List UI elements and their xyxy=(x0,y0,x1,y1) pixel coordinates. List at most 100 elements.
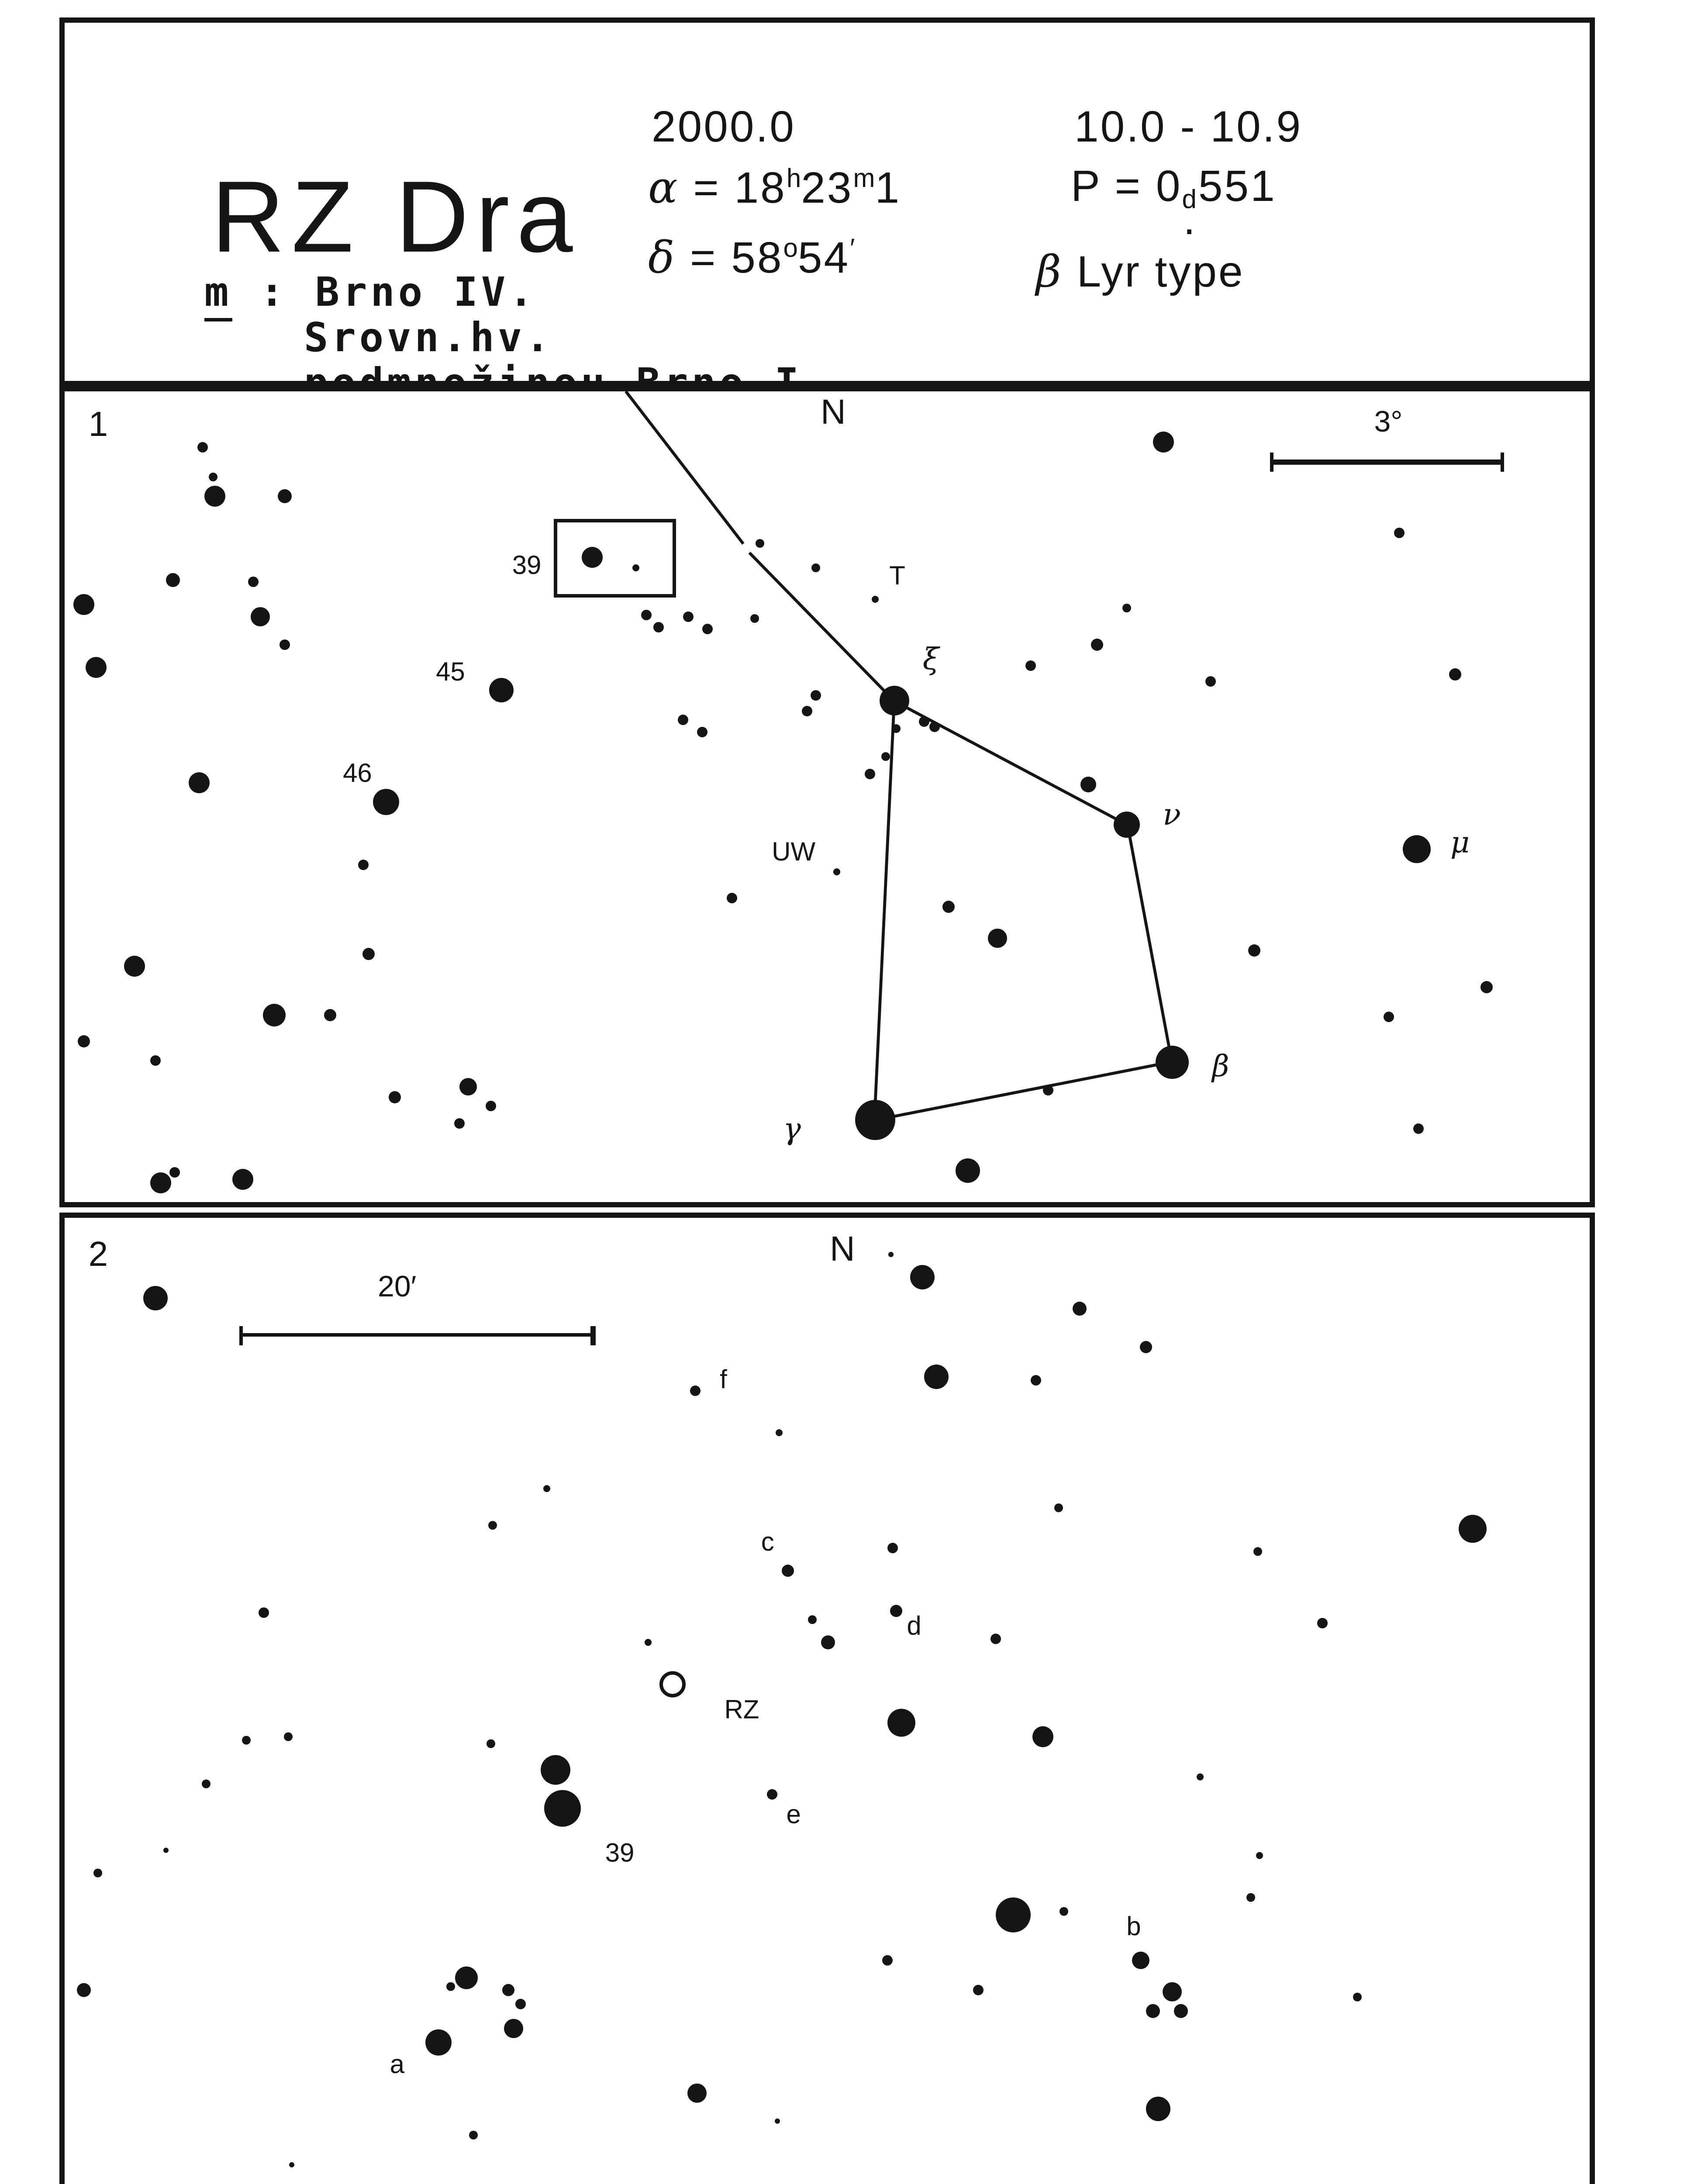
star xyxy=(888,1251,894,1257)
star xyxy=(204,485,225,507)
star xyxy=(503,2019,523,2039)
chart-label-μ: μ xyxy=(1450,827,1470,862)
star xyxy=(919,717,930,728)
chart-label-b: b xyxy=(1126,1911,1141,1942)
star xyxy=(1253,1547,1262,1556)
m-rest: : Brno IV. xyxy=(232,271,537,316)
star-39-component-b xyxy=(545,1790,582,1827)
wide-field-chart: 1 N 39 T 45 46 UW ξ ν μ β γ 3° xyxy=(59,386,1595,1207)
star xyxy=(1025,660,1035,671)
epoch: 2000.0 xyxy=(652,103,796,152)
star xyxy=(487,1739,496,1748)
comparison-b xyxy=(1132,1951,1150,1969)
period-d-over-dot: d. xyxy=(1182,185,1198,244)
star xyxy=(632,563,638,571)
ra-eq: = 18 xyxy=(679,164,787,213)
period-prefix: P = 0 xyxy=(1071,162,1182,211)
star xyxy=(166,573,180,587)
comparison-line-2: Srovn.hv. xyxy=(304,316,553,362)
star xyxy=(1162,1983,1182,2002)
star xyxy=(77,1983,92,1997)
chart-label-γ: γ xyxy=(783,1113,801,1148)
variable-rz-dra xyxy=(660,1672,687,1698)
star-39-dra xyxy=(582,546,603,567)
alpha-symbol: α xyxy=(648,162,680,213)
star xyxy=(1449,668,1462,681)
star xyxy=(198,442,209,453)
star xyxy=(489,1521,498,1530)
star xyxy=(232,1168,254,1189)
variable-type: β Lyr type xyxy=(1036,246,1245,299)
chart-label-UW: UW xyxy=(772,838,816,868)
m-underlined: m xyxy=(204,271,232,321)
star xyxy=(727,893,738,903)
star xyxy=(683,611,694,622)
star xyxy=(751,615,760,624)
star xyxy=(248,577,259,587)
star xyxy=(1146,2004,1161,2019)
star xyxy=(242,1735,251,1744)
star xyxy=(802,706,813,717)
star xyxy=(454,1119,465,1130)
star xyxy=(1196,1773,1203,1780)
star xyxy=(149,1055,160,1066)
variable-highlight-box xyxy=(554,519,676,598)
star xyxy=(543,1484,550,1492)
star-nu-dra xyxy=(1114,812,1141,838)
ra-hours-sup: h xyxy=(786,164,801,194)
star xyxy=(1383,1012,1394,1023)
star xyxy=(678,715,689,726)
star-beta-dra xyxy=(1155,1045,1189,1078)
star xyxy=(645,1639,652,1647)
star xyxy=(1174,2004,1188,2019)
chart-label-f: f xyxy=(720,1365,727,1395)
star xyxy=(1458,1514,1487,1543)
star xyxy=(642,610,652,621)
chart-label-ν: ν xyxy=(1163,798,1181,834)
star xyxy=(485,1100,496,1111)
star xyxy=(888,1709,916,1738)
star xyxy=(1353,1992,1363,2001)
right-ascension: α = 18h23m1 xyxy=(648,162,901,215)
star-xi-dra xyxy=(879,686,909,716)
star xyxy=(1032,1727,1053,1748)
star xyxy=(188,771,210,793)
header-box: RZ Dra m : Brno IV. Srovn.hv. podmnožino… xyxy=(59,17,1595,407)
star xyxy=(1153,432,1175,453)
star xyxy=(688,2084,707,2104)
star xyxy=(1123,603,1132,612)
star xyxy=(1146,2097,1170,2122)
star xyxy=(887,1543,898,1554)
scale-bar xyxy=(1269,454,1505,471)
star-mu-dra xyxy=(1403,834,1432,863)
constellation-lines xyxy=(65,391,1590,1202)
dec-arcmin: 54 xyxy=(797,234,850,283)
chart-label-2: 2 xyxy=(88,1236,108,1275)
comparison-d xyxy=(890,1604,902,1617)
chart-label-1: 1 xyxy=(88,407,108,446)
star xyxy=(1059,1908,1068,1917)
chart-label-RZ: RZ xyxy=(724,1696,759,1726)
star xyxy=(701,624,712,635)
star xyxy=(955,1158,980,1183)
comparison-a-group xyxy=(454,1966,477,1989)
star xyxy=(1317,1618,1328,1629)
magnitude-source-line: m : Brno IV. xyxy=(204,271,537,321)
chart-label-N: N xyxy=(829,1231,855,1270)
star xyxy=(259,1607,270,1618)
star xyxy=(812,563,821,572)
star xyxy=(78,1034,91,1047)
constellation-lines xyxy=(65,1218,1590,2184)
star xyxy=(1394,528,1405,539)
star xyxy=(810,690,821,701)
star xyxy=(864,769,875,779)
star xyxy=(883,1956,894,1966)
star xyxy=(93,1868,103,1877)
star xyxy=(150,1172,171,1193)
star xyxy=(1246,1894,1256,1903)
star xyxy=(208,472,217,481)
star xyxy=(1080,777,1096,793)
star-45-dra xyxy=(488,677,513,702)
comparison-e xyxy=(767,1789,778,1800)
chart-label-ξ: ξ xyxy=(922,643,939,678)
